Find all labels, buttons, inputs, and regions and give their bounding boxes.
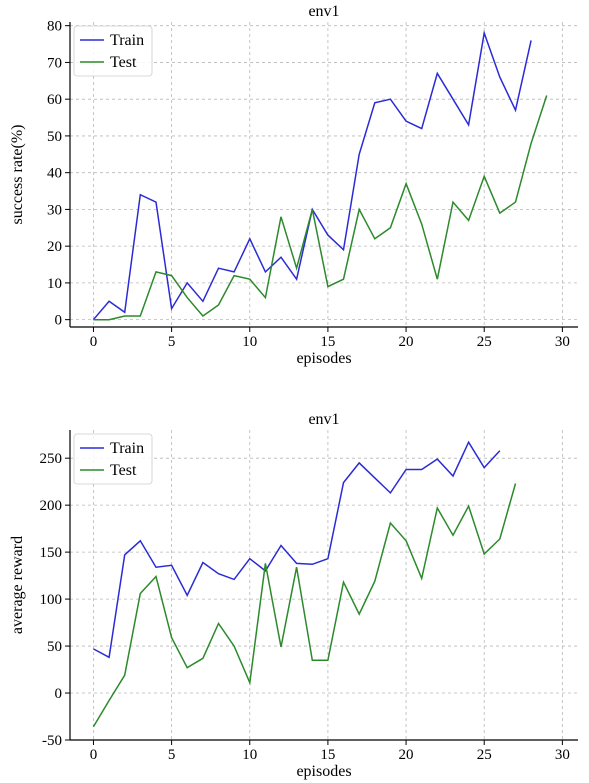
y-tick-label: -50 <box>42 733 62 749</box>
y-tick-label: 250 <box>40 451 63 467</box>
x-tick-label: 10 <box>242 334 257 350</box>
y-tick-label: 150 <box>40 545 63 561</box>
x-tick-label: 5 <box>168 747 176 763</box>
x-tick-label: 15 <box>320 747 335 763</box>
chart-success-rate: 0 5 10 15 20 25 30 0 10 20 30 40 50 60 70 80 env1 episode… <box>9 3 578 367</box>
y-tick-label: 80 <box>47 19 62 35</box>
series-line-test <box>92 483 517 728</box>
chart-title: env1 <box>308 3 339 20</box>
legend-label-train: Train <box>110 440 144 457</box>
x-axis-label: episodes <box>296 350 351 367</box>
legend-box <box>73 25 153 77</box>
x-tick-label: 30 <box>555 334 570 350</box>
x-tick-label: 25 <box>477 747 492 763</box>
x-tick-label: 15 <box>320 334 335 350</box>
y-tick-label: 10 <box>47 276 62 292</box>
legend-label-test: Test <box>110 462 137 479</box>
series-line-train <box>93 440 501 659</box>
chart-title: env1 <box>308 411 339 428</box>
legend-label-train: Train <box>110 32 144 49</box>
x-tick-label: 30 <box>555 747 570 763</box>
legend-label-test: Test <box>110 54 137 71</box>
series-line-test <box>93 95 548 321</box>
y-tick-label: 50 <box>47 639 62 655</box>
x-tick-label: 25 <box>477 334 492 350</box>
series-line-train <box>92 30 532 321</box>
y-tick-label: 50 <box>47 129 62 145</box>
y-tick-label: 100 <box>40 592 63 608</box>
x-axis-label: episodes <box>296 763 351 780</box>
legend-box <box>73 433 153 485</box>
y-tick-label: 70 <box>47 55 62 71</box>
y-tick-label: 20 <box>47 239 62 255</box>
x-tick-label: 0 <box>90 334 98 350</box>
y-tick-label: 40 <box>47 166 62 182</box>
x-tick-label: 20 <box>399 747 414 763</box>
y-tick-label: 0 <box>55 686 63 702</box>
x-tick-label: 20 <box>399 334 414 350</box>
y-tick-label: 200 <box>40 498 63 514</box>
y-tick-label: 0 <box>55 313 63 329</box>
y-tick-label: 30 <box>47 202 62 218</box>
x-tick-label: 5 <box>168 334 176 350</box>
y-axis-label: success rate(%) <box>9 125 26 225</box>
x-tick-label: 10 <box>242 747 257 763</box>
chart-average-reward: 0 5 10 15 20 25 30 -50 0 50 100 150 200 250 env1 episod… <box>9 411 578 780</box>
x-tick-label: 0 <box>90 747 98 763</box>
y-tick-label: 60 <box>47 92 62 108</box>
y-axis-label: average reward <box>9 536 26 634</box>
